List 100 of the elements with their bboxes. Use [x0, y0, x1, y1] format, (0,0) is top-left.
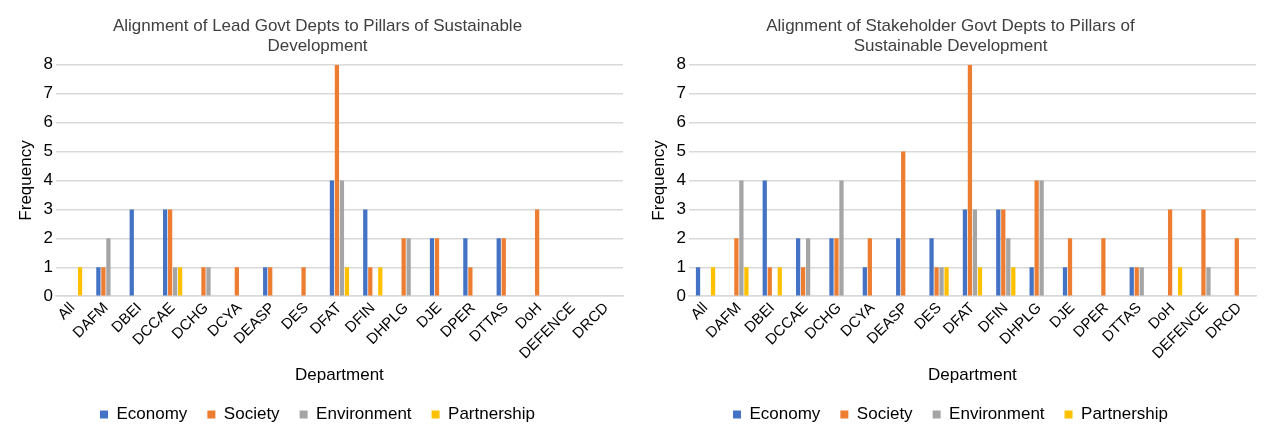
bar [1134, 267, 1139, 296]
bar [334, 64, 340, 296]
bar [762, 180, 767, 296]
bar [862, 267, 867, 296]
bar [234, 267, 239, 296]
y-tick-label: 5 [676, 141, 686, 161]
bar [1177, 267, 1183, 296]
y-tick-label: 1 [43, 256, 53, 276]
y-tick-label: 3 [43, 199, 53, 219]
bar [1234, 238, 1239, 296]
bar [344, 267, 350, 296]
bar [1039, 180, 1044, 296]
bar [1062, 267, 1068, 296]
bar [167, 209, 173, 296]
bar [967, 64, 973, 296]
chart-title: Alignment of Stakeholder Govt Depts to Pillars of Sustainable Development [766, 15, 1136, 56]
bar [162, 209, 168, 296]
y-tick-label: 6 [676, 112, 686, 132]
bar [744, 267, 749, 296]
bar [977, 267, 983, 296]
bar [1006, 238, 1011, 296]
legend-label: Economy [116, 404, 188, 424]
y-tick-label: 6 [43, 112, 53, 132]
bar [268, 267, 273, 296]
bar [429, 238, 435, 296]
bar [901, 151, 906, 296]
legend-label: Environment [949, 404, 1045, 424]
bar [96, 267, 101, 296]
y-tick-label: 4 [676, 170, 686, 190]
y-tick-label: 5 [43, 141, 53, 161]
bar [501, 238, 506, 296]
bar [301, 267, 306, 296]
legend-label: Society [856, 404, 914, 424]
bar [77, 267, 83, 296]
bar [739, 180, 744, 296]
legend-label: Partnership [448, 404, 535, 424]
y-tick-label: 1 [676, 256, 686, 276]
y-tick-label: 8 [43, 54, 53, 74]
bar [534, 209, 540, 296]
bar [1011, 267, 1016, 296]
y-tick-label: 3 [676, 199, 686, 219]
bar [1206, 267, 1211, 296]
bar [929, 238, 934, 296]
y-tick-label: 8 [676, 54, 686, 74]
bar [767, 267, 772, 296]
bar [178, 267, 183, 296]
legend-label: Environment [316, 404, 412, 424]
bar [206, 267, 211, 296]
y-tick-label: 2 [43, 228, 53, 248]
bar [263, 267, 268, 296]
bar [1029, 267, 1034, 296]
chart-title: Alignment of Lead Govt Depts to Pillars of Sustainable Development [112, 15, 523, 56]
bar [800, 267, 806, 296]
bar [939, 267, 944, 296]
y-tick-label: 4 [43, 170, 53, 190]
x-axis-title: Department [928, 365, 1018, 385]
bar [834, 238, 839, 296]
legend-label: Partnership [1081, 404, 1168, 424]
bar [339, 180, 345, 296]
bar [1129, 267, 1134, 296]
y-tick-label: 2 [676, 228, 686, 248]
bar [839, 180, 844, 296]
bar [972, 209, 978, 296]
bar [101, 267, 106, 296]
bar [1167, 209, 1173, 296]
bar [201, 267, 206, 296]
bar [944, 267, 949, 296]
bar [434, 238, 440, 296]
bar [1139, 267, 1144, 296]
bar [1101, 238, 1106, 296]
bar [106, 238, 111, 296]
bar [1001, 209, 1006, 296]
y-tick-label: 0 [676, 285, 686, 305]
y-axis-title: Frequency [15, 139, 35, 221]
bar [1067, 238, 1073, 296]
bar [468, 267, 473, 296]
bar [368, 267, 373, 296]
bar [329, 180, 335, 296]
y-axis-title: Frequency [648, 139, 668, 221]
legend-label: Society [223, 404, 281, 424]
bar [795, 238, 801, 296]
bar [695, 267, 701, 296]
bar [496, 238, 501, 296]
bar [173, 267, 178, 296]
bar [401, 238, 406, 296]
y-tick-label: 7 [43, 83, 53, 103]
bar [710, 267, 716, 296]
bar [463, 238, 468, 296]
y-tick-label: 7 [676, 83, 686, 103]
bar [363, 209, 368, 296]
bar [1201, 209, 1206, 296]
bar [406, 238, 411, 296]
bar [934, 267, 939, 296]
bar [896, 238, 901, 296]
y-tick-label: 0 [43, 285, 53, 305]
bar [1034, 180, 1039, 296]
bar [829, 238, 834, 296]
bar [734, 238, 739, 296]
bar [867, 238, 872, 296]
legend-label: Economy [749, 404, 821, 424]
